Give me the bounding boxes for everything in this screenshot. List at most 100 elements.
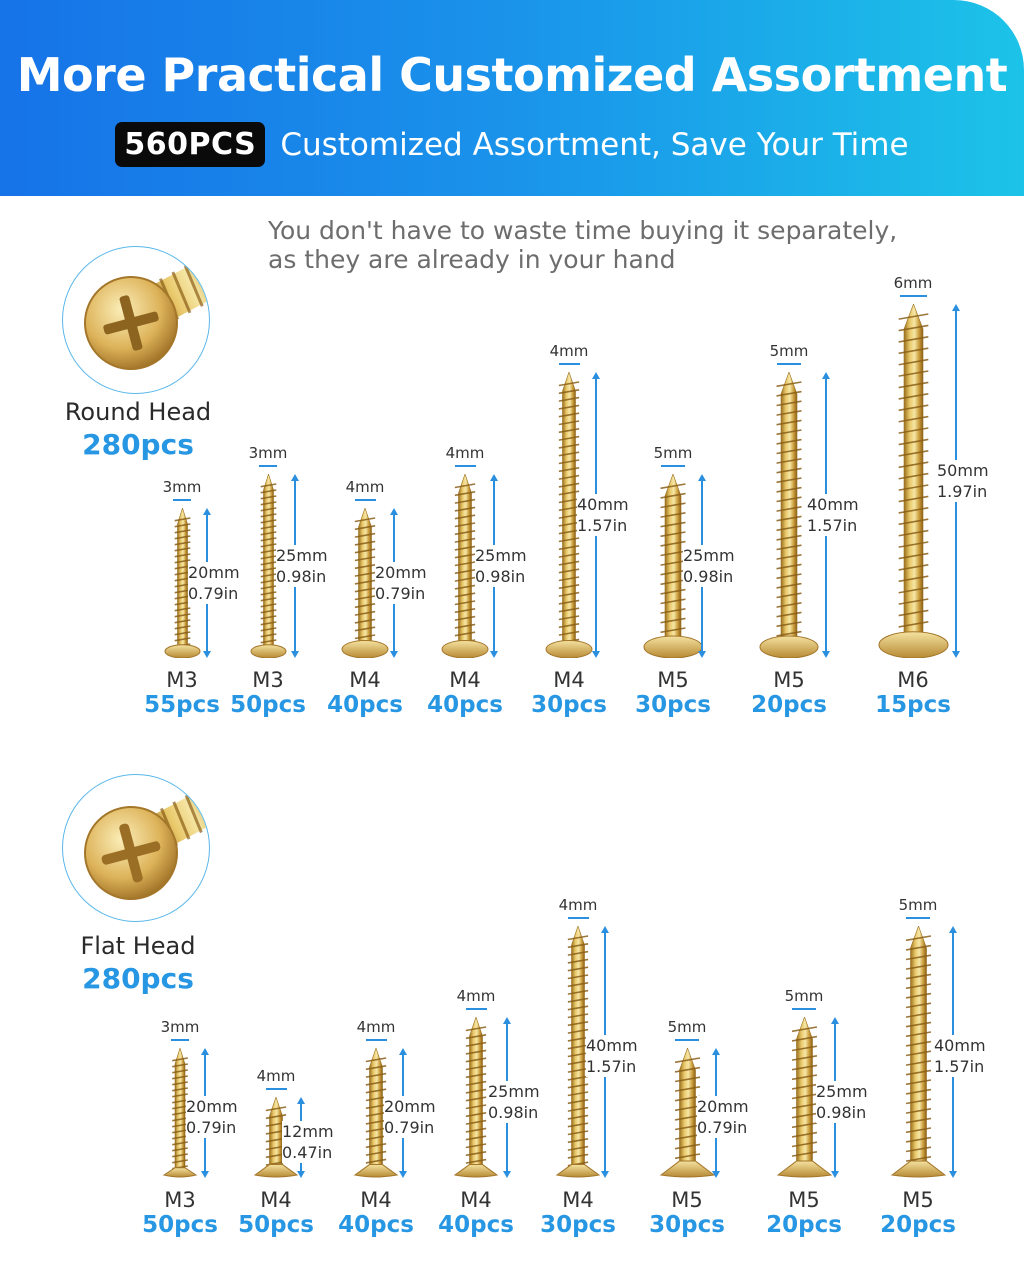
round-length-in: 1.57in (577, 516, 628, 535)
round-screw-image (249, 472, 288, 662)
round-diameter-label: 3mm (248, 444, 288, 462)
flat-diameter-line (792, 1008, 816, 1010)
round-length-mm: 25mm (475, 546, 527, 565)
round-diameter-line (558, 363, 580, 365)
round-diameter-label: 4mm (445, 444, 485, 462)
round-length-mm: 40mm (807, 495, 859, 514)
flat-diameter-line (365, 1039, 387, 1041)
subtitle-row: 560PCS Customized Assortment, Save Your … (0, 122, 1024, 167)
flat-length-in: 0.79in (186, 1118, 237, 1137)
flat-length-label: 20mm 0.79in (186, 1096, 238, 1138)
flat-screw-size: M5 (902, 1188, 934, 1212)
tagline-line-2: as they are already in your hand (268, 245, 676, 274)
round-screw-image (544, 371, 594, 662)
round-diameter-line (454, 465, 476, 467)
round-length-mm: 20mm (375, 563, 427, 582)
round-length-mm: 20mm (188, 563, 240, 582)
flat-screw-image (453, 1016, 499, 1182)
flat-length-mm: 25mm (816, 1081, 868, 1101)
flat-length-label: 25mm 0.98in (488, 1080, 540, 1123)
round-screw-quantity: 40pcs (427, 692, 503, 718)
round-diameter-line (259, 465, 277, 467)
flat-diameter-line (265, 1088, 287, 1090)
round-length-in: 0.98in (475, 567, 526, 586)
flat-diameter-line (906, 917, 930, 919)
flat-diameter-label: 4mm (558, 896, 598, 914)
flat-length-mm: 20mm (384, 1097, 436, 1116)
flat-length-label: 40mm 1.57in (586, 1035, 638, 1077)
flat-screw-size: M5 (671, 1188, 703, 1212)
round-screw-image (440, 473, 490, 662)
flat-length-label: 20mm 0.79in (697, 1096, 749, 1138)
flat-diameter-label: 4mm (256, 1067, 296, 1085)
round-length-label: 50mm 1.97in (937, 460, 989, 502)
flat-diameter-line (567, 917, 589, 919)
round-length-in: 1.97in (937, 482, 988, 501)
round-screw-size: M4 (449, 668, 481, 692)
flat-length-label: 25mm 0.98in (816, 1080, 868, 1123)
flat-screw-quantity: 20pcs (880, 1212, 956, 1238)
round-length-in: 0.79in (375, 584, 426, 603)
flat-length-label: 40mm 1.57in (934, 1035, 986, 1077)
flat-head-screw-icon (62, 774, 210, 922)
flat-length-label: 12mm 0.47in (282, 1120, 334, 1163)
flat-length-in: 0.98in (816, 1102, 867, 1122)
round-screw-size: M4 (553, 668, 585, 692)
flat-screw-image (353, 1047, 399, 1182)
flat-screw-quantity: 30pcs (649, 1212, 725, 1238)
round-screw-size: M3 (166, 668, 198, 692)
flat-length-mm: 40mm (586, 1036, 638, 1055)
flat-length-mm: 40mm (934, 1036, 986, 1055)
flat-screw-size: M4 (460, 1188, 492, 1212)
tagline: You don't have to waste time buying it s… (268, 216, 948, 274)
round-screw-size: M5 (657, 668, 689, 692)
round-length-mm: 50mm (937, 461, 989, 480)
flat-diameter-label: 3mm (160, 1018, 200, 1036)
flat-diameter-label: 4mm (356, 1018, 396, 1036)
round-screw-quantity: 20pcs (751, 692, 827, 718)
flat-screw-image (253, 1096, 299, 1182)
flat-diameter-line (465, 1008, 487, 1010)
flat-screw-image (555, 925, 601, 1182)
flat-diameter-label: 5mm (667, 1018, 707, 1036)
flat-screw-image (890, 925, 947, 1182)
flat-diameter-label: 5mm (784, 987, 824, 1005)
round-diameter-line (899, 295, 927, 297)
flat-screw-quantity: 50pcs (238, 1212, 314, 1238)
round-length-label: 20mm 0.79in (188, 562, 240, 604)
round-diameter-label: 4mm (345, 478, 385, 496)
flat-length-mm: 25mm (488, 1081, 540, 1101)
round-head-total: 280pcs (82, 428, 194, 461)
flat-head-label: Flat Head (80, 932, 196, 960)
flat-length-in: 1.57in (934, 1057, 985, 1076)
round-diameter-label: 3mm (162, 478, 202, 496)
round-length-label: 25mm 0.98in (276, 545, 328, 587)
flat-screw-size: M4 (360, 1188, 392, 1212)
flat-length-mm: 12mm (282, 1121, 334, 1141)
flat-length-in: 0.98in (488, 1102, 539, 1122)
round-length-label: 40mm 1.57in (577, 494, 629, 536)
round-screw-image (758, 371, 820, 662)
round-length-in: 1.57in (807, 516, 858, 535)
round-screw-size: M4 (349, 668, 381, 692)
flat-head-total: 280pcs (82, 962, 194, 995)
round-screw-quantity: 30pcs (531, 692, 607, 718)
round-screw-size: M5 (773, 668, 805, 692)
flat-length-in: 0.79in (384, 1118, 435, 1137)
round-screw-image (163, 506, 202, 662)
round-length-in: 0.98in (276, 567, 327, 586)
piece-count-badge: 560PCS (115, 122, 266, 167)
flat-length-in: 0.47in (282, 1142, 333, 1162)
round-screw-quantity: 50pcs (230, 692, 306, 718)
flat-length-mm: 20mm (697, 1097, 749, 1116)
round-screw-quantity: 30pcs (635, 692, 711, 718)
flat-screw-quantity: 20pcs (766, 1212, 842, 1238)
flat-screw-size: M3 (164, 1188, 196, 1212)
round-screw-image (877, 303, 950, 662)
tagline-line-1: You don't have to waste time buying it s… (268, 216, 898, 245)
flat-diameter-label: 4mm (456, 987, 496, 1005)
round-diameter-label: 5mm (653, 444, 693, 462)
round-diameter-label: 4mm (549, 342, 589, 360)
round-screw-image (642, 473, 704, 662)
flat-screw-image (162, 1046, 198, 1182)
